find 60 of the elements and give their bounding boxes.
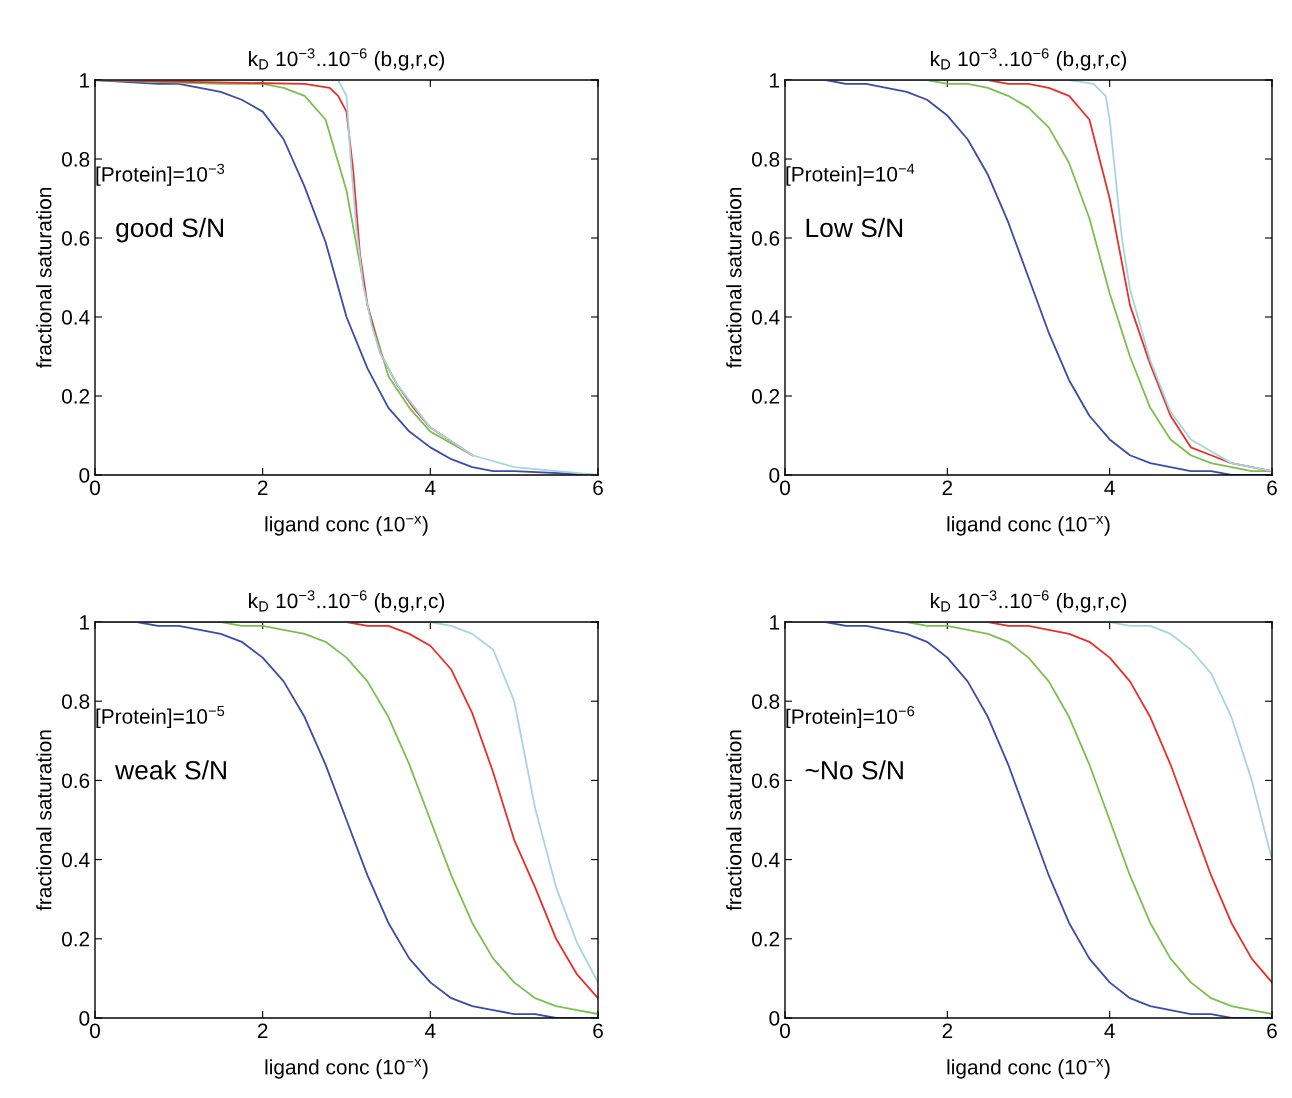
y-tick-label: 0.8	[751, 694, 780, 709]
x-tick-label: 0	[90, 1023, 100, 1039]
x-tick-label: 4	[1104, 1023, 1115, 1038]
annotation: [Protein]=10$^{−3}$	[96, 163, 225, 186]
annotation: good S/N	[116, 217, 223, 243]
x-axis-title: ligand conc (10$^{−x}$)	[265, 515, 428, 536]
y-tick-label: 0.2	[751, 931, 780, 947]
y-tick-label: 0.6	[751, 231, 780, 246]
x-tick-label: 2	[257, 1023, 268, 1038]
x-tick-label: 4	[425, 480, 436, 495]
y-axis-title: fractional saturation	[726, 730, 742, 911]
x-tick-label: 2	[942, 1023, 953, 1038]
y-tick-label: 0.6	[751, 773, 780, 789]
annotation: [Protein]=10$^{−5}$	[96, 705, 225, 728]
x-tick-label: 6	[593, 1023, 603, 1039]
y-axis-title: fractional saturation	[726, 187, 742, 369]
y-tick-label: 0.4	[61, 852, 90, 868]
y-tick-label: 0.8	[61, 694, 90, 709]
x-tick-label: 0	[90, 480, 100, 496]
y-tick-label: 1	[80, 615, 90, 630]
x-axis-title: ligand conc (10$^{−x}$)	[947, 515, 1110, 536]
y-tick-label: 0.4	[751, 310, 780, 325]
y-tick-label: 0	[79, 1011, 90, 1026]
chart-title: k$_{D}$ 10$^{−3}$..10$^{−6}$ (b,g,r,c)	[931, 48, 1127, 71]
y-tick-label: 1	[770, 73, 780, 88]
x-tick-label: 2	[942, 480, 953, 495]
y-tick-label: 1	[770, 615, 780, 630]
annotation: Low S/N	[806, 217, 903, 238]
x-tick-label: 6	[593, 480, 603, 496]
x-tick-label: 0	[780, 480, 790, 496]
y-tick-label: 0.2	[61, 389, 90, 404]
chart-title: k$_{D}$ 10$^{−3}$..10$^{−6}$ (b,g,r,c)	[249, 590, 445, 613]
y-tick-label: 0	[79, 468, 90, 483]
x-axis-title: ligand conc (10$^{−x}$)	[265, 1058, 428, 1079]
y-axis-title: fractional saturation	[36, 187, 52, 369]
x-tick-label: 0	[780, 1023, 790, 1039]
annotation: weak S/N	[115, 760, 226, 780]
y-tick-label: 0.6	[61, 773, 90, 789]
y-tick-label: 0	[769, 468, 780, 483]
x-axis-title: ligand conc (10$^{−x}$)	[947, 1058, 1110, 1079]
x-tick-label: 4	[425, 1023, 436, 1038]
y-tick-label: 0.4	[751, 852, 780, 868]
chart-title: k$_{D}$ 10$^{−3}$..10$^{−6}$ (b,g,r,c)	[931, 590, 1127, 613]
chart-title: k$_{D}$ 10$^{−3}$..10$^{−6}$ (b,g,r,c)	[249, 48, 445, 71]
y-tick-label: 0.4	[61, 310, 90, 325]
annotation: ~No S/N	[805, 760, 903, 780]
annotation: [Protein]=10$^{−6}$	[786, 705, 915, 729]
y-axis-title: fractional saturation	[36, 730, 52, 911]
y-tick-label: 1	[80, 73, 90, 88]
x-tick-label: 4	[1104, 480, 1115, 495]
y-tick-label: 0.6	[61, 231, 90, 246]
y-tick-label: 0	[769, 1011, 780, 1026]
x-tick-label: 2	[257, 480, 268, 495]
y-tick-label: 0.8	[751, 152, 780, 167]
y-tick-label: 0.8	[61, 152, 90, 167]
y-tick-label: 0.2	[61, 931, 90, 947]
x-tick-label: 6	[1267, 1023, 1277, 1039]
annotation: [Protein]=10$^{−4}$	[786, 163, 915, 186]
x-tick-label: 6	[1267, 480, 1277, 496]
y-tick-label: 0.2	[751, 389, 780, 404]
